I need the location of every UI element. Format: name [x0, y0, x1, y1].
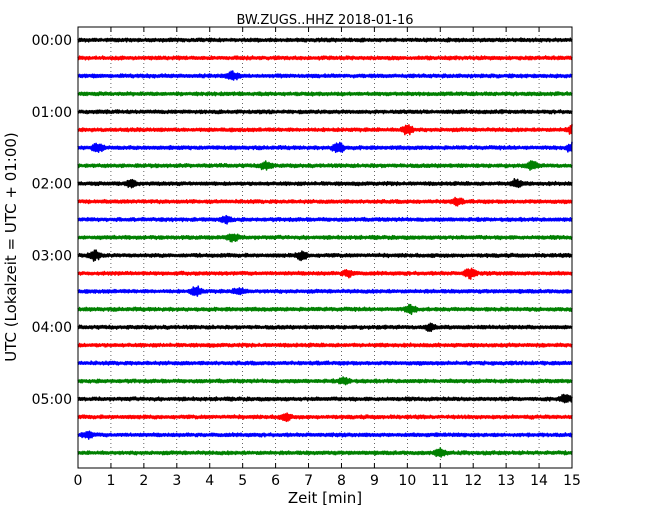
trace-line-21 — [77, 412, 573, 423]
trace-line-18 — [77, 360, 573, 366]
x-tick-label-9: 9 — [370, 473, 379, 489]
y-tick-label-1: 01:00 — [32, 105, 72, 121]
y-tick-label-4: 04:00 — [32, 320, 72, 336]
trace-line-1 — [77, 55, 573, 61]
trace-line-20 — [77, 393, 573, 404]
trace-line-19 — [77, 376, 573, 386]
x-tick-label-10: 10 — [398, 473, 416, 489]
trace-line-14 — [77, 285, 573, 297]
trace-line-17 — [77, 342, 573, 348]
trace-line-11 — [77, 233, 573, 243]
y-tick-label-3: 03:00 — [32, 248, 72, 264]
y-tick-label-0: 00:00 — [32, 33, 72, 49]
x-tick-label-1: 1 — [106, 473, 115, 489]
trace-line-12 — [77, 249, 573, 262]
trace-line-23 — [77, 447, 573, 458]
x-axis-ticks: 0 1 2 3 4 5 6 7 8 9 10 11 12 13 14 15 — [74, 27, 581, 489]
trace-line-3 — [77, 91, 573, 97]
trace-line-7 — [77, 160, 573, 171]
x-tick-label-3: 3 — [172, 473, 181, 489]
x-tick-label-8: 8 — [337, 473, 346, 489]
x-tick-label-5: 5 — [238, 473, 247, 489]
y-tick-label-2: 02:00 — [32, 177, 72, 193]
x-tick-label-2: 2 — [139, 473, 148, 489]
trace-line-2 — [77, 70, 573, 81]
x-tick-label-13: 13 — [497, 473, 515, 489]
trace-line-4 — [77, 109, 573, 115]
trace-line-22 — [77, 430, 573, 440]
x-tick-label-6: 6 — [271, 473, 280, 489]
x-tick-label-7: 7 — [304, 473, 313, 489]
vertical-gridlines — [110, 27, 540, 468]
x-axis-label: Zeit [min] — [288, 489, 362, 507]
trace-line-0 — [77, 37, 573, 43]
x-tick-label-14: 14 — [530, 473, 548, 489]
plot-frame — [77, 26, 573, 469]
chart-title: BW.ZUGS..HHZ 2018-01-16 — [236, 13, 413, 28]
trace-line-5 — [77, 124, 573, 136]
y-axis-label: UTC (Lokalzeit = UTC + 01:00) — [2, 132, 20, 362]
seismic-traces — [77, 37, 573, 458]
x-tick-label-12: 12 — [464, 473, 482, 489]
x-tick-label-11: 11 — [431, 473, 449, 489]
trace-line-6 — [77, 141, 573, 154]
x-tick-label-0: 0 — [74, 473, 83, 489]
trace-line-8 — [77, 178, 573, 189]
trace-line-15 — [77, 303, 573, 316]
y-axis-ticks: 00:00 01:00 02:00 03:00 04:00 05:00 — [32, 33, 572, 408]
trace-line-10 — [77, 214, 573, 225]
trace-line-13 — [77, 267, 573, 280]
y-tick-label-5: 05:00 — [32, 392, 72, 408]
trace-line-9 — [77, 196, 573, 207]
x-tick-label-15: 15 — [563, 473, 581, 489]
trace-line-16 — [77, 322, 573, 333]
x-tick-label-4: 4 — [205, 473, 214, 489]
